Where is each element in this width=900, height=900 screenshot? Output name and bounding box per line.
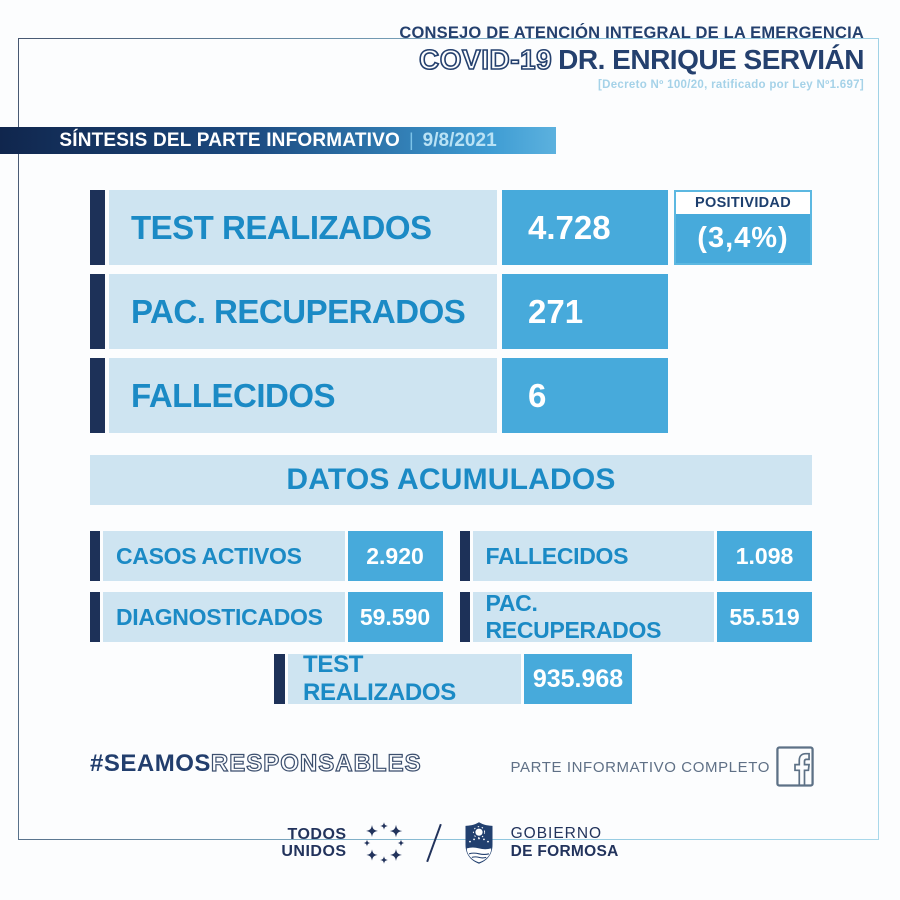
todos-unidos-wordmark: TODOS UNIDOS [281,826,346,861]
hashtag-solid-part: #SEAMOS [90,750,211,777]
stat-value: 935.968 [524,654,632,704]
logos-strip: TODOS UNIDOS [0,820,900,866]
header-council-line: CONSEJO DE ATENCIÓN INTEGRAL DE LA EMERG… [399,24,864,42]
stat-label: DIAGNOSTICADOS [103,592,345,642]
hashtag-slogan: #SEAMOSRESPONSABLES [90,749,422,778]
gobierno-formosa-wordmark: GOBIERNO DE FORMOSA [511,825,619,862]
todos-line1: TODOS [287,825,347,843]
acc-total-tests-row: TEST REALIZADOS 935.968 [274,651,632,706]
doctor-name-text: DR. ENRIQUE SERVIÁN [558,44,864,75]
stat-value: 2.920 [347,531,443,581]
stat-label: PAC. RECUPERADOS [472,590,714,643]
full-report-label: PARTE INFORMATIVO COMPLETO [510,758,770,776]
row-accent-bar [90,592,100,642]
report-title-bar: SÍNTESIS DEL PARTE INFORMATIVO | 9/8/202… [0,127,556,154]
facebook-icon[interactable] [776,746,814,788]
positivity-value: (3,4%) [676,214,810,263]
positivity-label: POSITIVIDAD [695,195,791,211]
header-title-line: COVID-19 DR. ENRIQUE SERVIÁN [399,43,864,76]
stat-value: 6 [502,358,668,433]
sparkle-ring-icon [363,822,405,864]
separator-slash [425,823,442,863]
row-accent-bar [90,274,105,349]
row-accent-bar [459,592,470,642]
acc-cell-deaths: FALLECIDOS 1.098 [459,531,812,581]
report-title: SÍNTESIS DEL PARTE INFORMATIVO [59,129,400,151]
formosa-shield-icon [465,822,493,864]
row-accent-bar [459,531,470,581]
row-accent-bar [90,190,105,265]
daily-stats-section: TEST REALIZADOS 4.728 POSITIVIDAD (3,4%)… [90,190,812,433]
row-accent-bar [274,654,285,704]
covid19-outline-text: COVID-19 [418,43,553,76]
stat-row-deaths: FALLECIDOS 6 [90,358,812,433]
stat-value: 59.590 [347,592,443,642]
stat-row-tests: TEST REALIZADOS 4.728 POSITIVIDAD (3,4%) [90,190,812,265]
stat-label: CASOS ACTIVOS [103,531,345,581]
full-report-link: PARTE INFORMATIVO COMPLETO [510,746,814,788]
report-date: 9/8/2021 [422,129,497,151]
header: CONSEJO DE ATENCIÓN INTEGRAL DE LA EMERG… [399,24,864,91]
stat-label: FALLECIDOS [109,358,497,433]
acc-cell-diagnosed: DIAGNOSTICADOS 59.590 [90,592,443,642]
stat-value: 1.098 [717,531,812,581]
hashtag-outline-part: RESPONSABLES [210,749,422,777]
row-accent-bar [90,531,100,581]
positivity-box: POSITIVIDAD (3,4%) [674,190,812,265]
stat-label: TEST REALIZADOS [109,190,497,265]
stat-label: FALLECIDOS [472,531,714,581]
stat-label: PAC. RECUPERADOS [109,274,497,349]
decorative-frame [18,38,879,840]
decree-text: [Decreto Nº 100/20, ratificado por Ley N… [597,79,864,91]
stat-row-recovered: PAC. RECUPERADOS 271 [90,274,812,349]
accumulated-section-title: DATOS ACUMULADOS [90,455,812,505]
acc-cell-active-cases: CASOS ACTIVOS 2.920 [90,531,443,581]
stat-value: 4.728 [502,190,668,265]
title-date-separator: | [408,130,414,150]
stat-label: TEST REALIZADOS [288,651,521,706]
stat-value: 271 [502,274,668,349]
gobierno-line2: DE FORMOSA [510,843,619,860]
gobierno-line1: GOBIERNO [510,824,603,842]
todos-line2: UNIDOS [281,843,347,860]
acc-cell-recovered: PAC. RECUPERADOS 55.519 [459,590,812,643]
stat-value: 55.519 [717,592,812,642]
accumulated-grid: CASOS ACTIVOS 2.920 FALLECIDOS 1.098 DIA… [90,531,812,643]
row-accent-bar [90,358,105,433]
